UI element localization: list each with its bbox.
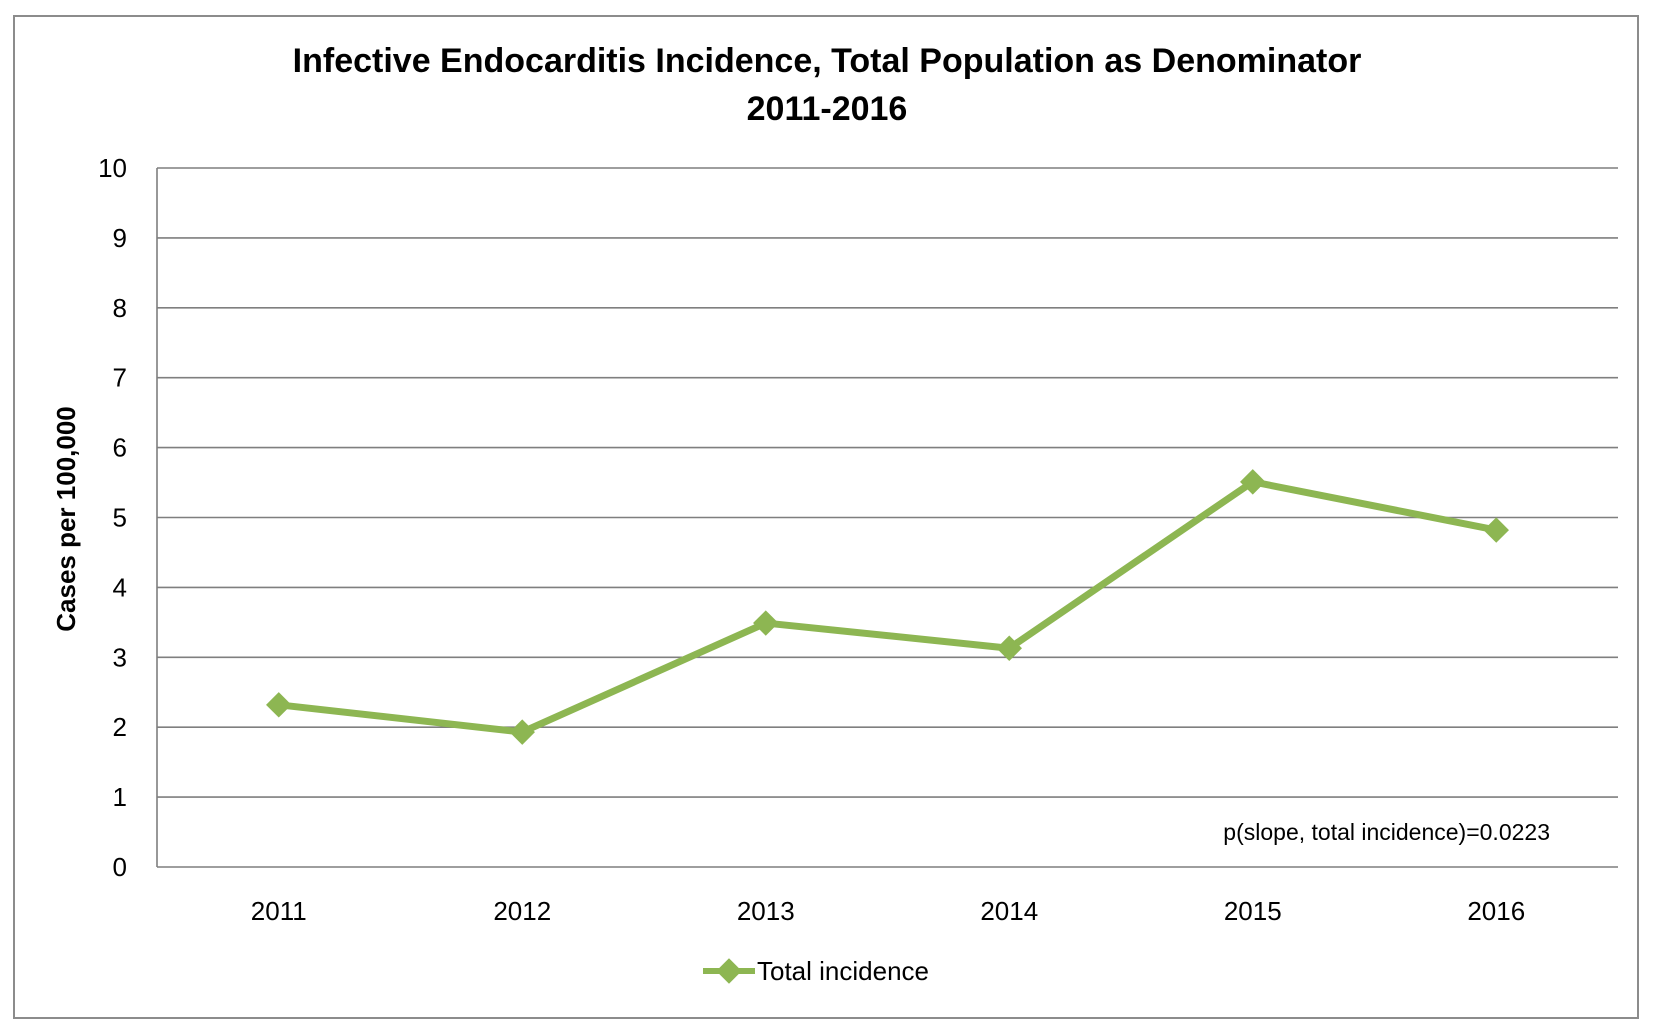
gridlines	[156, 167, 1618, 868]
y-tick-label: 4	[113, 572, 127, 602]
x-tick-label: 2013	[737, 896, 795, 926]
chart-title-line2: 2011-2016	[747, 90, 908, 128]
y-tick-label: 3	[113, 642, 127, 672]
x-tick-label: 2011	[251, 896, 307, 926]
y-tick-label: 5	[113, 503, 127, 533]
data-point-marker	[996, 635, 1022, 661]
slope-annotation: p(slope, total incidence)=0.0223	[1223, 819, 1550, 845]
y-tick-label: 10	[98, 153, 127, 183]
x-tick-label: 2012	[493, 896, 551, 926]
data-point-marker	[509, 719, 535, 745]
chart-title-line1: Infective Endocarditis Incidence, Total …	[293, 42, 1362, 80]
y-tick-label: 6	[113, 433, 127, 463]
legend-label: Total incidence	[757, 956, 929, 986]
data-point-marker	[266, 692, 292, 718]
y-tick-label: 9	[113, 223, 127, 253]
x-tick-label: 2016	[1467, 896, 1525, 926]
y-tick-label: 2	[113, 712, 127, 742]
y-tick-label: 7	[113, 363, 127, 393]
x-axis-ticks: 2011 2012 2013 2014 2015 2016	[251, 896, 1525, 926]
y-tick-label: 8	[113, 293, 127, 323]
x-tick-label: 2014	[980, 896, 1038, 926]
y-axis-label: Cases per 100,000	[51, 406, 81, 632]
y-axis-ticks: 0 1 2 3 4 5 6 7 8 9 10	[98, 153, 127, 882]
series-line	[275, 478, 1500, 736]
x-tick-label: 2015	[1224, 896, 1282, 926]
y-tick-label: 1	[113, 782, 127, 812]
y-tick-label: 0	[113, 852, 127, 882]
legend-diamond-marker	[716, 958, 742, 984]
data-point-marker	[753, 610, 779, 636]
legend: Total incidence	[703, 956, 929, 986]
